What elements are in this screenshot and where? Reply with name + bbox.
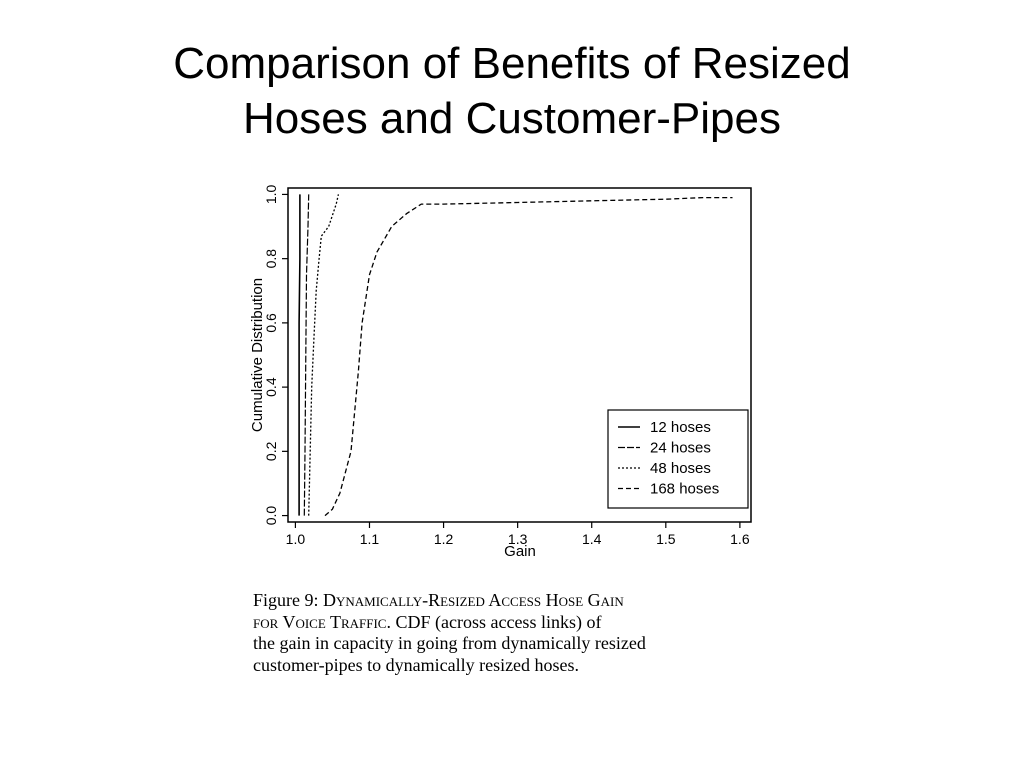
y-tick-label: 0.2 bbox=[263, 441, 279, 461]
y-tick-label: 1.0 bbox=[263, 184, 279, 204]
figure-label: Figure 9: bbox=[253, 590, 319, 610]
legend-label: 48 hoses bbox=[650, 460, 711, 477]
y-tick-label: 0.6 bbox=[263, 313, 279, 333]
x-tick-label: 1.2 bbox=[434, 531, 454, 547]
y-axis-label: Cumulative Distribution bbox=[249, 278, 266, 432]
y-tick-label: 0.4 bbox=[263, 377, 279, 397]
figure-caption: Figure 9: Dynamically-Resized Access Hos… bbox=[253, 590, 783, 676]
plot-frame bbox=[287, 187, 752, 523]
y-tick-label: 0.8 bbox=[263, 249, 279, 269]
series-line-48-hoses bbox=[308, 194, 340, 516]
series-lines bbox=[298, 194, 733, 517]
slide-title-line-2: Hoses and Customer-Pipes bbox=[242, 94, 781, 143]
x-tick-label: 1.1 bbox=[360, 531, 380, 547]
y-tick-label: 0.0 bbox=[263, 506, 279, 526]
caption-text-line-2: . CDF (across access links) of bbox=[386, 611, 602, 632]
caption-line-1: Figure 9: Dynamically-Resized Access Hos… bbox=[253, 590, 783, 612]
legend-label: 12 hoses bbox=[650, 419, 711, 436]
y-axis-ticks: 0.0 0.2 0.4 0.6 0.8 1.0 bbox=[263, 184, 288, 525]
slide-title: Comparison of Benefits of Resized Hoses … bbox=[0, 36, 1024, 146]
legend-label: 24 hoses bbox=[650, 440, 711, 457]
x-axis-label: Gain bbox=[504, 543, 536, 560]
cdf-chart: 1.0 1.1 1.2 1.3 1.4 1.5 1.6 0.0 0.2 0.4 0.6 0.8 1.0… bbox=[249, 184, 752, 560]
caption-title-line-2: for Voice Traffic bbox=[253, 611, 387, 632]
series-line-12-hoses bbox=[298, 194, 301, 516]
legend: 12 hoses 24 hoses 48 hoses 168 hoses bbox=[607, 409, 749, 509]
x-tick-label: 1.3 bbox=[508, 531, 528, 547]
legend-label: 168 hoses bbox=[650, 481, 719, 498]
x-tick-label: 1.5 bbox=[656, 531, 676, 547]
x-tick-label: 1.6 bbox=[730, 531, 750, 547]
x-tick-label: 1.4 bbox=[582, 531, 602, 547]
slide-title-line-1: Comparison of Benefits of Resized bbox=[173, 39, 851, 88]
x-axis-ticks: 1.0 1.1 1.2 1.3 1.4 1.5 1.6 bbox=[286, 522, 750, 547]
caption-line-3: the gain in capacity in going from dynam… bbox=[253, 633, 646, 653]
caption-title-line-1: Dynamically-Resized Access Hose Gain bbox=[323, 590, 624, 610]
caption-line-2: for Voice Traffic. CDF (across access li… bbox=[253, 612, 783, 634]
series-line-24-hoses bbox=[303, 194, 310, 516]
series-line-168-hoses bbox=[324, 196, 733, 517]
x-tick-label: 1.0 bbox=[286, 531, 306, 547]
caption-line-4: customer-pipes to dynamically resized ho… bbox=[253, 654, 580, 675]
